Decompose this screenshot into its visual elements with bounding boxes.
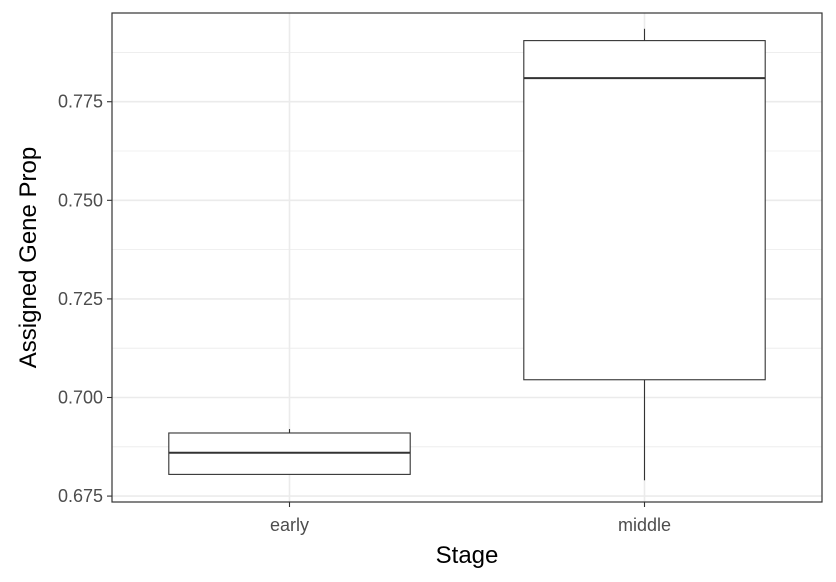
y-axis-ticks: 0.675 0.700 0.725 0.750 0.775 xyxy=(58,92,112,506)
y-tick-label: 0.700 xyxy=(58,387,103,407)
y-tick-label: 0.775 xyxy=(58,92,103,112)
box-iqr xyxy=(523,40,766,381)
x-axis-ticks: early middle xyxy=(270,502,671,535)
boxes xyxy=(168,28,766,481)
x-axis-title: Stage xyxy=(436,542,499,569)
x-tick-label: middle xyxy=(618,515,671,535)
y-axis-title: Assigned Gene Prop xyxy=(15,147,42,368)
panel-border xyxy=(111,12,823,503)
box-early xyxy=(168,429,411,475)
y-tick-label: 0.675 xyxy=(58,486,103,506)
box-middle xyxy=(523,28,766,481)
x-tick-label: early xyxy=(270,515,309,535)
y-tick-label: 0.725 xyxy=(58,289,103,309)
y-tick-label: 0.750 xyxy=(58,190,103,210)
